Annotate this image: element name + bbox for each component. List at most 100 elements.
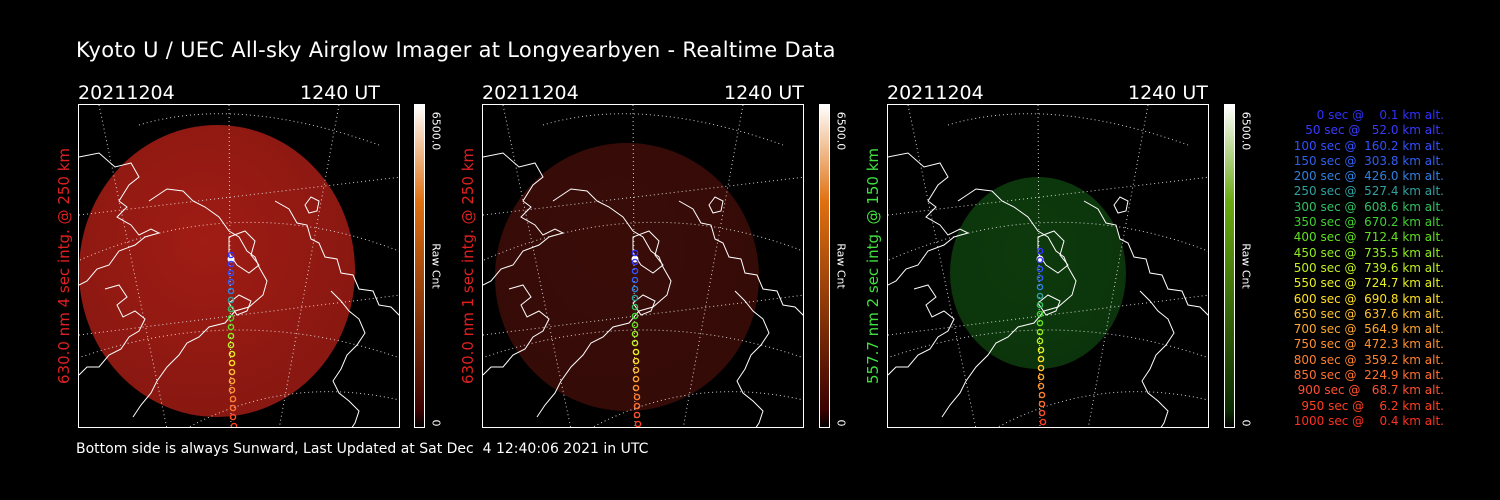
legend-row: 600 sec @ 690.8 km alt. xyxy=(1289,291,1444,306)
trajectory-point xyxy=(1038,391,1046,399)
trajectory-point xyxy=(228,386,236,394)
coastline xyxy=(274,200,399,316)
coastline xyxy=(483,152,565,286)
trajectory-point xyxy=(1038,400,1046,408)
legend-row: 150 sec @ 303.8 km alt. xyxy=(1289,153,1444,168)
trajectory-point xyxy=(228,350,236,358)
trajectory-point xyxy=(1036,292,1044,300)
coastline xyxy=(330,290,366,427)
grid-line xyxy=(542,113,784,146)
trajectory-point xyxy=(1037,364,1045,372)
panel-1-cbar-max: 6500.0 xyxy=(429,111,443,151)
panel-2-cbar-max: 6500.0 xyxy=(834,111,848,151)
grid-line xyxy=(1087,105,1149,427)
trajectory-point xyxy=(1036,256,1044,264)
trajectory-point xyxy=(227,305,235,313)
panel-1-date: 20211204 xyxy=(78,82,175,104)
legend-row: 450 sec @ 735.5 km alt. xyxy=(1289,245,1444,260)
trajectory-point xyxy=(631,276,639,284)
coastline xyxy=(132,188,268,418)
airglow-region xyxy=(950,177,1126,369)
trajectory-point xyxy=(227,323,235,331)
grid-line xyxy=(79,221,399,262)
trajectory-point xyxy=(634,420,642,427)
trajectory-point xyxy=(227,332,235,340)
trajectory-point xyxy=(631,339,639,347)
trajectory-point xyxy=(633,402,641,410)
grid-line xyxy=(483,329,803,359)
grid-line xyxy=(947,113,1189,146)
trajectory-point xyxy=(631,312,639,320)
trajectory-point xyxy=(631,249,639,257)
trajectory-point xyxy=(631,285,639,293)
panel-2-time: 1240 UT xyxy=(724,82,804,104)
trajectory-point xyxy=(227,269,235,277)
trajectory-point xyxy=(1036,283,1044,291)
legend-row: 50 sec @ 52.0 km alt. xyxy=(1297,123,1444,138)
trajectory-point xyxy=(1037,373,1045,381)
trajectory-point xyxy=(1036,319,1044,327)
grid-line xyxy=(997,391,1208,427)
coastline xyxy=(228,294,252,316)
panel-1-cbar-min: 0 xyxy=(429,419,443,427)
trajectory-point xyxy=(1037,382,1045,390)
coastline xyxy=(734,290,770,427)
trajectory-point xyxy=(227,251,235,259)
panel-2-cbar-min: 0 xyxy=(834,419,848,427)
trajectory-point xyxy=(1037,346,1045,354)
trajectory-point xyxy=(632,375,640,383)
panel-2-map xyxy=(483,105,803,427)
trajectory-point xyxy=(227,341,235,349)
coastline xyxy=(304,196,320,214)
legend-row: 400 sec @ 712.4 km alt. xyxy=(1289,230,1444,245)
legend-row: 800 sec @ 359.2 km alt. xyxy=(1289,352,1444,367)
coastline xyxy=(1139,290,1175,427)
trajectory-point xyxy=(229,395,237,403)
grid-line xyxy=(483,221,803,262)
trajectory-point xyxy=(228,359,236,367)
trajectory-point xyxy=(227,260,235,268)
panel-3-colorbar xyxy=(1224,104,1235,428)
grid-line xyxy=(888,329,1208,359)
trajectory-point xyxy=(227,287,235,295)
trajectory-point xyxy=(228,377,236,385)
trajectory-point xyxy=(631,258,639,266)
legend-row: 1000 sec @ 0.4 km alt. xyxy=(1293,413,1444,428)
trajectory-point xyxy=(631,330,639,338)
legend-row: 900 sec @ 68.7 km alt. xyxy=(1293,383,1444,398)
trajectory-point xyxy=(227,296,235,304)
page-title: Kyoto U / UEC All-sky Airglow Imager at … xyxy=(76,38,836,62)
coastline xyxy=(941,188,1077,418)
trajectory-point xyxy=(633,411,641,419)
panel-3-cbar-unit: Raw Cnt xyxy=(1239,243,1253,289)
trajectory-point xyxy=(631,321,639,329)
footer-status: Bottom side is always Sunward, Last Upda… xyxy=(76,441,649,457)
panel-1-image xyxy=(78,104,400,428)
panel-2-side-label: 630.0 nm 1 sec intg. @ 250 km xyxy=(459,147,477,385)
legend-row: 550 sec @ 724.7 km alt. xyxy=(1289,276,1444,291)
panel-1-map xyxy=(79,105,399,427)
trajectory-point xyxy=(1036,337,1044,345)
coastline xyxy=(708,196,724,214)
trajectory-point xyxy=(229,413,237,421)
trajectory-point xyxy=(632,366,640,374)
trajectory-point xyxy=(1036,265,1044,273)
panel-2-colorbar xyxy=(819,104,830,428)
panel-1-side-label: 630.0 nm 4 sec intg. @ 250 km xyxy=(55,147,73,385)
legend-row: 100 sec @ 160.2 km alt. xyxy=(1289,138,1444,153)
trajectory-point xyxy=(631,267,639,275)
grid-line xyxy=(888,221,1208,262)
legend-row: 850 sec @ 224.9 km alt. xyxy=(1289,368,1444,383)
panel-3-cbar-min: 0 xyxy=(1239,419,1253,427)
panel-3-time: 1240 UT xyxy=(1128,82,1208,104)
panel-3-image xyxy=(887,104,1209,428)
panel-1-time: 1240 UT xyxy=(300,82,380,104)
legend-row: 700 sec @ 564.9 km alt. xyxy=(1289,322,1444,337)
panel-2-date: 20211204 xyxy=(482,82,579,104)
coastline xyxy=(1113,196,1129,214)
coastline xyxy=(888,284,955,376)
panel-3-date: 20211204 xyxy=(887,82,984,104)
trajectory-point xyxy=(1036,274,1044,282)
panel-2-image xyxy=(482,104,804,428)
trajectory-point xyxy=(227,278,235,286)
